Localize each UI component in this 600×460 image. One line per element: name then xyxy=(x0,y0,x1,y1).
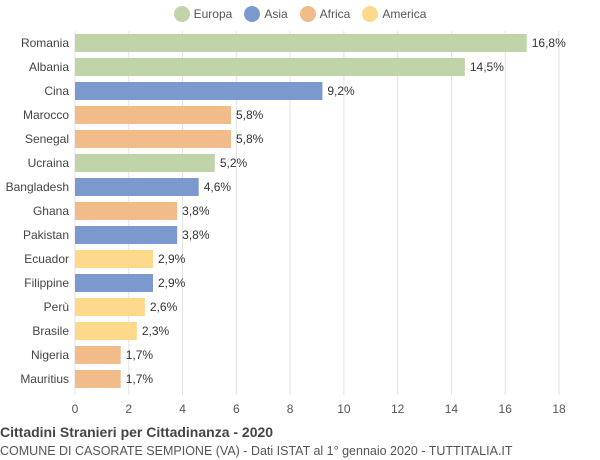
category-label: Cina xyxy=(44,84,69,98)
chart-legend: Europa Asia Africa America xyxy=(0,6,600,22)
x-tick-label: 2 xyxy=(125,402,132,416)
category-label: Brasile xyxy=(32,324,69,338)
legend-item-africa: Africa xyxy=(299,6,351,22)
bar-senegal xyxy=(75,130,231,148)
category-label: Senegal xyxy=(25,132,69,146)
category-label: Filippine xyxy=(24,276,69,290)
value-label: 3,8% xyxy=(182,204,210,218)
x-tick-label: 12 xyxy=(391,402,405,416)
bar-nigeria xyxy=(75,346,121,364)
category-label: Albania xyxy=(29,60,69,74)
value-label: 5,2% xyxy=(220,156,248,170)
x-tick-label: 18 xyxy=(552,402,566,416)
legend-label: Africa xyxy=(319,7,351,21)
bar-ghana xyxy=(75,202,178,220)
bar-mauritius xyxy=(75,370,121,388)
value-label: 4,6% xyxy=(204,180,232,194)
x-tick-label: 6 xyxy=(233,402,240,416)
value-label: 9,2% xyxy=(327,84,355,98)
x-tick-label: 16 xyxy=(499,402,513,416)
value-label: 1,7% xyxy=(126,348,154,362)
value-label: 3,8% xyxy=(182,228,210,242)
legend-label: America xyxy=(382,7,427,21)
x-tick-label: 8 xyxy=(287,402,294,416)
legend-swatch xyxy=(173,6,190,22)
bar-cina xyxy=(75,82,323,100)
value-label: 1,7% xyxy=(126,372,154,386)
legend-item-asia: Asia xyxy=(244,6,288,22)
value-label: 2,3% xyxy=(142,324,170,338)
bar-perù xyxy=(75,298,145,316)
bar-filippine xyxy=(75,274,153,292)
legend-label: Asia xyxy=(264,7,288,21)
category-label: Romania xyxy=(21,36,69,50)
bar-pakistan xyxy=(75,226,178,244)
category-label: Mauritius xyxy=(20,372,69,386)
x-tick-label: 4 xyxy=(179,402,186,416)
bar-albania xyxy=(75,58,465,76)
legend-item-europa: Europa xyxy=(173,6,233,22)
value-label: 2,9% xyxy=(158,252,186,266)
category-label: Ucraina xyxy=(28,156,70,170)
legend-item-america: America xyxy=(362,6,426,22)
legend-swatch xyxy=(299,6,316,22)
value-label: 14,5% xyxy=(470,60,504,74)
category-label: Perù xyxy=(44,300,69,314)
legend-swatch xyxy=(362,6,379,22)
chart-title: Cittadini Stranieri per Cittadinanza - 2… xyxy=(0,424,274,440)
legend-label: Europa xyxy=(193,7,233,21)
legend-swatch xyxy=(244,6,261,22)
x-tick-label: 10 xyxy=(337,402,351,416)
category-label: Pakistan xyxy=(23,228,69,242)
category-label: Marocco xyxy=(23,108,69,122)
x-tick-label: 0 xyxy=(72,402,79,416)
value-label: 2,6% xyxy=(150,300,178,314)
bar-bangladesh xyxy=(75,178,199,196)
bar-chart: 0 2 4 6 8 10 12 14 16 18 Romania 16,8% Albania 14,5% C… xyxy=(6,31,566,416)
bar-marocco xyxy=(75,106,231,124)
category-label: Nigeria xyxy=(31,348,69,362)
value-label: 2,9% xyxy=(158,276,186,290)
bar-brasile xyxy=(75,322,137,340)
value-label: 5,8% xyxy=(236,108,264,122)
category-label: Ghana xyxy=(33,204,69,218)
value-label: 16,8% xyxy=(532,36,566,50)
x-tick-label: 14 xyxy=(445,402,459,416)
bar-romania xyxy=(75,34,527,52)
value-label: 5,8% xyxy=(236,132,264,146)
bar-ecuador xyxy=(75,250,153,268)
category-label: Ecuador xyxy=(24,252,69,266)
chart-source: COMUNE DI CASORATE SEMPIONE (VA) - Dati … xyxy=(0,444,513,458)
bar-ucraina xyxy=(75,154,215,172)
category-label: Bangladesh xyxy=(6,180,69,194)
